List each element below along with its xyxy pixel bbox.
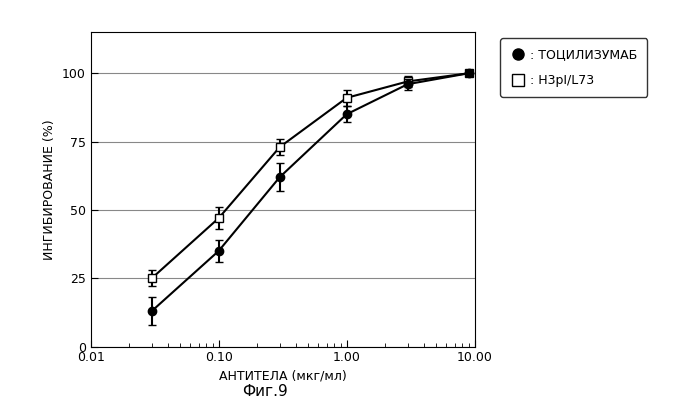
Y-axis label: ИНГИБИРОВАНИЕ (%): ИНГИБИРОВАНИЕ (%) <box>43 119 57 260</box>
Legend: : ТОЦИЛИЗУМАБ, : H3pI/L73: : ТОЦИЛИЗУМАБ, : H3pI/L73 <box>500 39 647 97</box>
Text: Фиг.9: Фиг.9 <box>242 384 288 399</box>
X-axis label: АНТИТЕЛА (мкг/мл): АНТИТЕЛА (мкг/мл) <box>218 370 347 383</box>
